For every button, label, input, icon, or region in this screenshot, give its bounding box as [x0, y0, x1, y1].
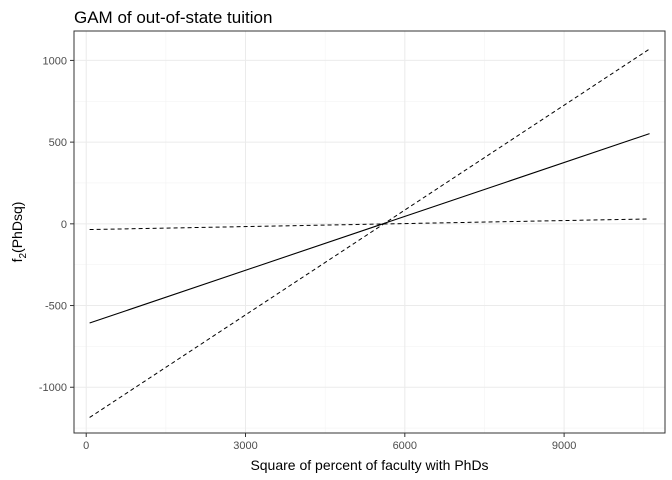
x-tick-label: 6000: [393, 440, 417, 452]
series-layer: [89, 48, 650, 418]
y-tick-label: -1000: [39, 382, 67, 394]
x-tick-label: 3000: [233, 440, 257, 452]
y-axis-title-subscript: 2: [18, 253, 29, 259]
panel-border: [73, 30, 666, 434]
x-tick-label: 9000: [552, 440, 576, 452]
y-axis-title-rest: (PhDsq): [9, 202, 25, 253]
y-axis-title-base: f: [9, 258, 25, 262]
y-tick-label: 500: [49, 137, 67, 149]
x-tick-label: 0: [83, 440, 89, 452]
y-tick-label: 1000: [43, 55, 67, 67]
grid: [74, 31, 665, 433]
y-axis-title: f2(PhDsq): [9, 202, 29, 263]
y-tick-label: 0: [61, 219, 67, 231]
confidence-band-line-wide: [89, 48, 650, 418]
x-axis-title: Square of percent of faculty with PhDs: [250, 457, 488, 473]
y-tick-labels: -1000 -500 0 500 1000: [39, 55, 67, 394]
chart-title: GAM of out-of-state tuition: [74, 8, 272, 27]
x-tick-labels: 0 3000 6000 9000: [83, 440, 576, 452]
y-tick-label: -500: [45, 301, 67, 313]
axis-ticks: [70, 59, 565, 437]
confidence-band-line-narrow: [89, 218, 650, 231]
fit-line: [89, 133, 650, 324]
